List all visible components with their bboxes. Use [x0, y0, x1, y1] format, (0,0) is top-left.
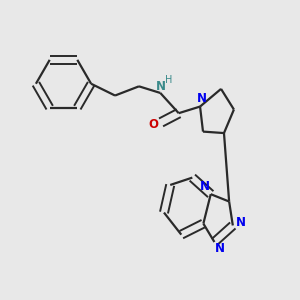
Text: H: H	[165, 75, 172, 85]
Text: N: N	[214, 242, 225, 255]
Text: N: N	[156, 80, 166, 93]
Text: N: N	[236, 216, 246, 229]
Text: N: N	[200, 180, 210, 193]
Text: N: N	[196, 92, 206, 105]
Text: O: O	[149, 118, 159, 131]
